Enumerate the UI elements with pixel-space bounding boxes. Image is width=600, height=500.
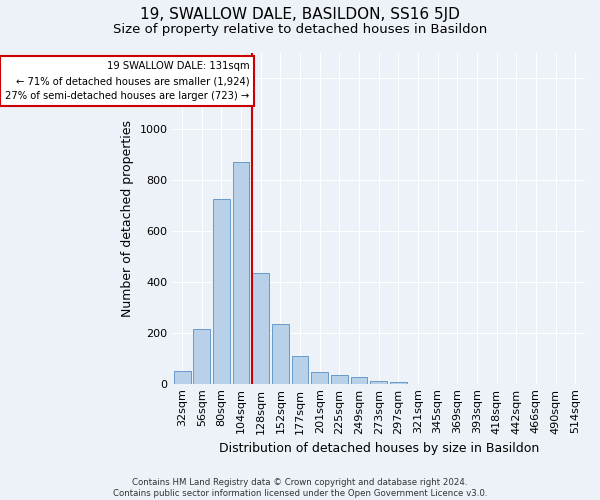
- Bar: [370, 381, 387, 384]
- Bar: [213, 199, 230, 384]
- Bar: [331, 375, 348, 384]
- Bar: [350, 378, 367, 384]
- Text: Size of property relative to detached houses in Basildon: Size of property relative to detached ho…: [113, 22, 487, 36]
- Bar: [390, 382, 407, 384]
- Bar: [292, 356, 308, 384]
- Text: 19 SWALLOW DALE: 131sqm
← 71% of detached houses are smaller (1,924)
27% of semi: 19 SWALLOW DALE: 131sqm ← 71% of detache…: [5, 62, 250, 101]
- Y-axis label: Number of detached properties: Number of detached properties: [121, 120, 134, 316]
- Bar: [233, 162, 250, 384]
- X-axis label: Distribution of detached houses by size in Basildon: Distribution of detached houses by size …: [218, 442, 539, 455]
- Bar: [253, 273, 269, 384]
- Text: 19, SWALLOW DALE, BASILDON, SS16 5JD: 19, SWALLOW DALE, BASILDON, SS16 5JD: [140, 8, 460, 22]
- Text: Contains HM Land Registry data © Crown copyright and database right 2024.
Contai: Contains HM Land Registry data © Crown c…: [113, 478, 487, 498]
- Bar: [174, 371, 191, 384]
- Bar: [272, 324, 289, 384]
- Bar: [311, 372, 328, 384]
- Bar: [193, 329, 210, 384]
